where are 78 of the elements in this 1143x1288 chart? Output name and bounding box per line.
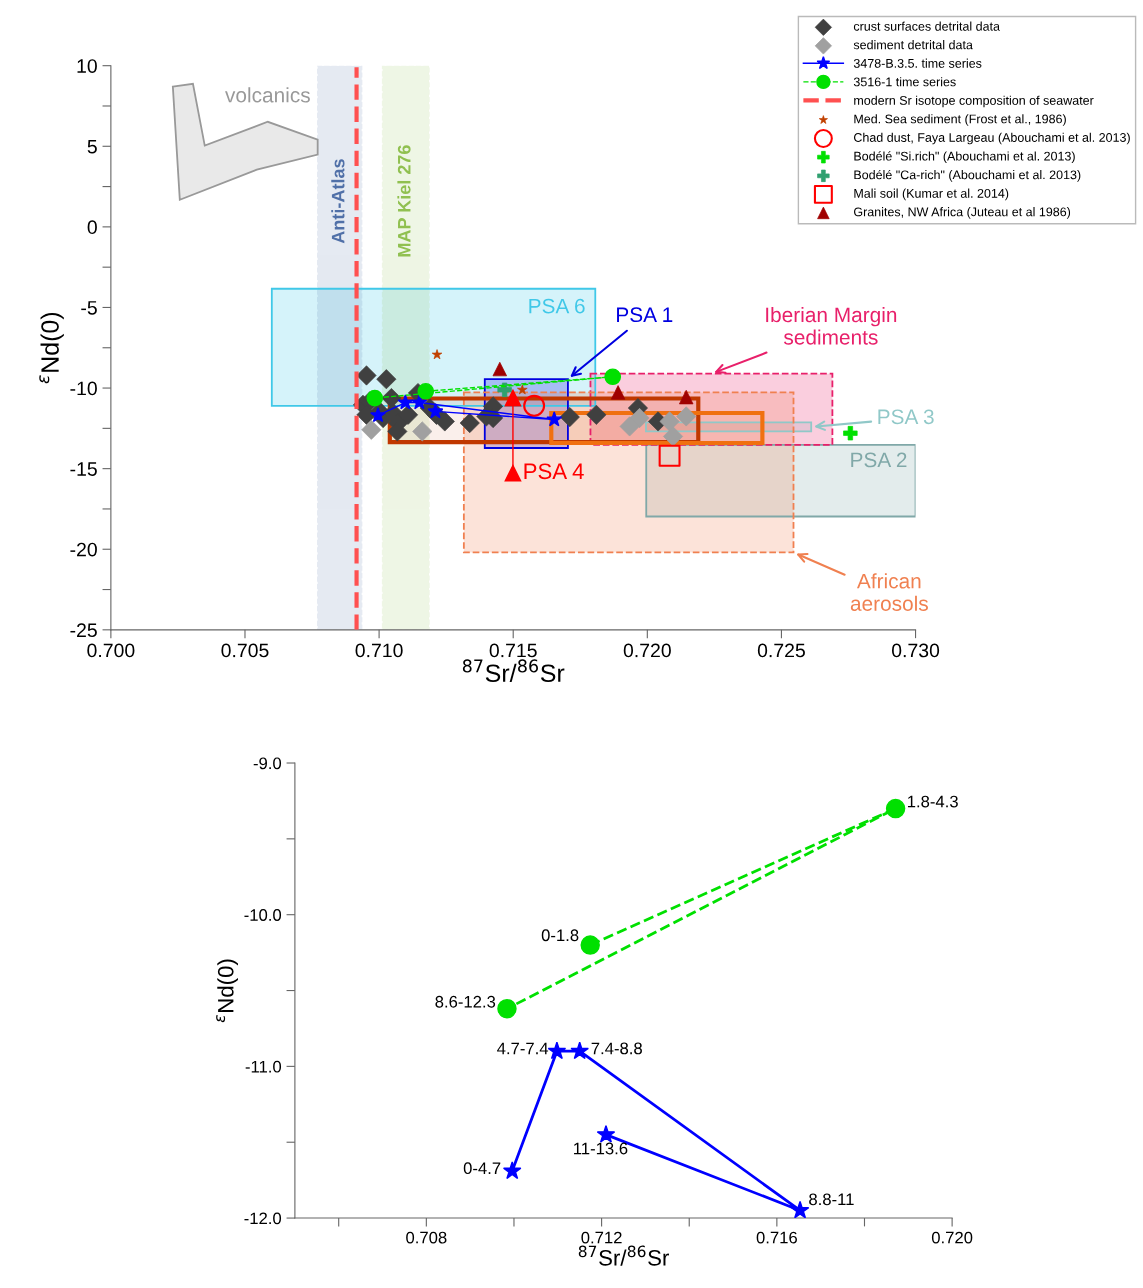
legend-label: Bodélé "Ca-rich" (Abouchami et al. 2013) bbox=[854, 169, 1081, 182]
annotation: 1.8-4.3 bbox=[907, 795, 958, 808]
point bbox=[366, 389, 384, 407]
annotation: 0-4.7 bbox=[463, 1162, 501, 1175]
point bbox=[663, 426, 684, 447]
y-tick-label: -15 bbox=[70, 462, 97, 476]
point bbox=[397, 394, 414, 410]
x-axis-title: $^{87}$Sr/$^{86}$Sr bbox=[462, 659, 565, 683]
point bbox=[885, 798, 906, 819]
text: African aerosols bbox=[850, 573, 928, 611]
point bbox=[411, 394, 428, 410]
y-tick-label: 0 bbox=[87, 220, 97, 235]
legend-label: 3516-1 time series bbox=[853, 77, 956, 87]
y-tick-label: -12.0 bbox=[244, 1212, 282, 1225]
annotation: 7.4-8.8 bbox=[591, 1042, 642, 1055]
y-tick-label: -5 bbox=[81, 301, 97, 315]
point bbox=[658, 444, 681, 467]
annotation: PSA 4 bbox=[524, 463, 584, 480]
x-tick-label: 0.705 bbox=[221, 643, 269, 658]
point bbox=[361, 419, 382, 440]
band-label: Anti-Atlas bbox=[331, 159, 345, 244]
point bbox=[427, 403, 444, 419]
series-label: volcanics bbox=[225, 87, 310, 103]
point bbox=[504, 389, 522, 407]
x-tick-label: 0.720 bbox=[931, 1231, 973, 1244]
y-tick-label: -25 bbox=[70, 623, 97, 638]
y-tick-label: 10 bbox=[77, 59, 97, 73]
annotation: 11-13.6 bbox=[574, 1142, 628, 1155]
text: PSA 1 bbox=[617, 307, 673, 323]
x-tick-label: 0.716 bbox=[756, 1231, 797, 1244]
legend-label: Chad dust, Faya Largeau (Abouchami et al. 2013) bbox=[854, 132, 1130, 145]
annotation: 4.7-7.4 bbox=[497, 1042, 549, 1055]
x-tick-label: 0.730 bbox=[891, 643, 940, 658]
point bbox=[546, 411, 563, 427]
series-label: Iberian Margin sediments bbox=[766, 306, 897, 345]
legend-label: PSA 3 bbox=[878, 409, 934, 425]
x-tick-label: 0.715 bbox=[489, 643, 537, 658]
point bbox=[417, 382, 435, 400]
point bbox=[580, 935, 600, 955]
y-tick-label: -10 bbox=[70, 381, 97, 396]
y-tick-label: -11.0 bbox=[245, 1060, 282, 1073]
band-label: MAP Kiel 276 bbox=[397, 145, 411, 257]
legend-label: Granites, NW Africa (Juteau et al 1986) bbox=[854, 207, 1071, 219]
legend-label: Mali soil (Kumar et al. 2014) bbox=[854, 188, 1009, 201]
series-label: PSA 2 bbox=[851, 452, 907, 468]
legend-label: Med. Sea sediment (Frost et al., 1986) bbox=[854, 114, 1066, 126]
point bbox=[504, 464, 522, 482]
x-tick-label: 0.712 bbox=[581, 1231, 622, 1244]
x-tick-label: 0.720 bbox=[623, 643, 671, 658]
point bbox=[434, 411, 455, 432]
series-label: PSA 6 bbox=[529, 298, 585, 314]
legend-label: crust surfaces detrital data bbox=[853, 21, 1000, 31]
point bbox=[790, 1200, 810, 1219]
y-axis-title: $^{ε}$Nd(0) bbox=[39, 312, 64, 384]
x-axis-title: $^{87}$Sr/$^{86}$Sr bbox=[578, 1245, 669, 1266]
point bbox=[370, 406, 386, 423]
x-tick-label: 0.710 bbox=[355, 643, 403, 658]
legend-label: Bodélé "Si.rich" (Abouchami et al. 2013) bbox=[854, 151, 1075, 164]
legend-label: modern Sr isotope composition of seawater bbox=[854, 95, 1094, 108]
y-tick-label: 5 bbox=[87, 139, 97, 154]
legend-label: 3478-B.3.5. time series bbox=[853, 58, 982, 68]
point bbox=[502, 1161, 522, 1180]
point bbox=[604, 368, 622, 386]
y-axis-title: $^{ε}$Nd(0) bbox=[216, 959, 238, 1023]
y-tick-label: -10.0 bbox=[244, 909, 282, 921]
point bbox=[547, 1041, 567, 1060]
x-tick-label: 0.708 bbox=[406, 1231, 447, 1244]
y-tick-label: -20 bbox=[70, 542, 97, 557]
point bbox=[596, 1124, 616, 1143]
y-tick-label: -9.0 bbox=[253, 757, 282, 770]
annotation: 0-1.8 bbox=[541, 929, 579, 942]
x-tick-label: 0.725 bbox=[757, 643, 805, 658]
point bbox=[570, 1041, 589, 1060]
point bbox=[497, 999, 517, 1019]
x-tick-label: 0.700 bbox=[87, 643, 135, 658]
annotation: 8.6-12.3 bbox=[435, 995, 496, 1008]
legend-label: sediment detrital data bbox=[853, 40, 973, 50]
annotation: 8.8-11 bbox=[809, 1193, 854, 1206]
